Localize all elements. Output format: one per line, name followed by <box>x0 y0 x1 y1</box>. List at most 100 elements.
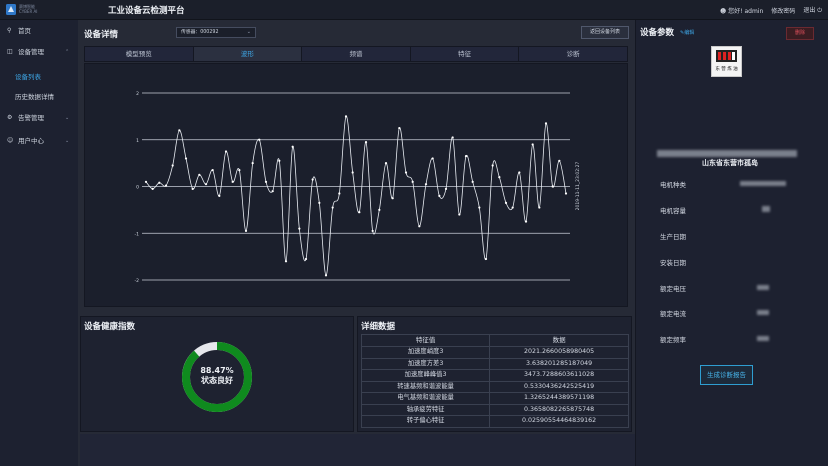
param-label-motor-type: 电机种类 <box>660 181 686 189</box>
redacted-value <box>762 206 770 212</box>
company-logo: 东 营 炼 油 <box>711 46 742 77</box>
sensor-select[interactable]: 传感器：000292 ⌄ <box>176 27 256 38</box>
device-location: 山东省东营市孤岛 <box>702 159 758 167</box>
sidebar-item-alarm-management[interactable]: ⚙ 告警管理 ⌄ <box>0 111 78 125</box>
data-point <box>371 229 374 233</box>
table-row: 加速度峰峰值3 3473.7288603611028 <box>360 369 629 382</box>
data-point <box>431 157 434 160</box>
detail-tabs: 模型预览 波形 频谱 特征 诊断 <box>84 46 628 62</box>
data-point <box>251 162 254 165</box>
data-point <box>558 159 561 162</box>
change-password-link[interactable]: 修改密码 <box>771 7 796 15</box>
back-to-device-list-button[interactable]: 返回设备列表 <box>581 26 629 39</box>
data-point <box>318 201 321 204</box>
sidebar-item-user-center[interactable]: ☺ 用户中心 ⌄ <box>0 134 78 148</box>
data-point <box>258 138 261 141</box>
data-point <box>184 157 188 160</box>
location-pin-icon: ⚲ <box>7 27 12 34</box>
redacted-value <box>740 181 786 186</box>
data-point <box>331 206 334 209</box>
top-bar: 赛博智能 CYBER AI 工业设备云检测平台 ☻ 您好! admin 修改密码… <box>0 0 828 20</box>
sidebar-item-device-list[interactable]: 设备列表 <box>15 73 41 81</box>
data-point <box>378 208 381 211</box>
generate-report-button[interactable]: 生成诊断报告 <box>700 365 753 385</box>
edit-params-link[interactable]: ✎编辑 <box>680 30 695 36</box>
data-point <box>484 257 488 261</box>
waveform-chart: 2 1 0 -1 -2 2019-11-11_23:02:27 <box>135 91 582 284</box>
tab-diagnosis[interactable]: 诊断 <box>566 50 580 58</box>
data-point <box>478 206 481 209</box>
bottom-panel <box>80 434 635 466</box>
data-point <box>271 190 274 193</box>
tab-features[interactable]: 特征 <box>411 47 520 61</box>
param-label-rated-current: 额定电流 <box>660 310 686 318</box>
data-point <box>164 184 168 187</box>
data-point <box>444 187 448 190</box>
table-header-row: 特征值 数据 <box>360 334 629 347</box>
brand-logo-icon <box>6 4 16 15</box>
data-point <box>451 136 454 139</box>
health-percent: 88.47% <box>200 366 234 375</box>
table-row: 加速度方差3 3.638201285187049 <box>360 357 629 370</box>
data-point <box>411 180 414 183</box>
device-detail-title: 设备详情 <box>84 30 119 40</box>
data-point <box>458 213 461 216</box>
data-point <box>471 180 474 183</box>
y-tick-label: -1 <box>135 231 140 237</box>
sidebar-item-home[interactable]: ⚲ 首页 <box>0 24 78 38</box>
sidebar: ⚲ 首页 ◫ 设备管理 ⌃ 设备列表 历史数据详情 ⚙ 告警管理 ⌄ ☺ 用户中… <box>0 20 78 466</box>
data-point <box>524 220 528 223</box>
data-point <box>204 183 208 186</box>
chevron-down-icon: ⌄ <box>65 115 70 121</box>
data-point <box>418 225 421 228</box>
y-tick-label: -2 <box>135 278 140 284</box>
table-row: 转速基频和谐波能量 0.5330436242525419 <box>360 380 629 393</box>
data-point <box>304 257 308 261</box>
tab-waveform[interactable]: 波形 <box>193 47 303 61</box>
sidebar-item-device-management[interactable]: ◫ 设备管理 ⌃ <box>0 45 78 59</box>
edit-icon: ✎ <box>680 30 685 36</box>
data-point <box>311 178 314 181</box>
health-status: 状态良好 <box>201 376 233 385</box>
logout-link[interactable]: 退出 ⏻ <box>803 7 822 14</box>
delete-button[interactable]: 删除 <box>786 27 814 40</box>
y-tick-label: 1 <box>136 138 139 144</box>
data-point <box>498 176 501 179</box>
data-point <box>391 197 394 200</box>
data-point <box>551 185 554 188</box>
param-label-production-date: 生产日期 <box>660 233 686 241</box>
param-label-rated-frequency: 额定频率 <box>660 336 686 344</box>
app-title: 工业设备云检测平台 <box>108 6 185 16</box>
detail-data-title: 详细数据 <box>361 322 396 332</box>
gauge-fill <box>182 342 252 412</box>
data-point <box>351 171 354 174</box>
param-label-motor-capacity: 电机容量 <box>660 207 686 215</box>
data-point <box>191 187 194 190</box>
data-point <box>564 192 568 195</box>
data-point <box>238 169 241 172</box>
redacted-value <box>757 336 769 341</box>
health-panel <box>80 316 354 432</box>
data-point <box>211 169 214 172</box>
sidebar-item-history[interactable]: 历史数据详情 <box>15 93 54 101</box>
data-point <box>518 171 521 174</box>
power-icon: ⏻ <box>817 7 822 14</box>
data-point <box>144 180 148 183</box>
table-row: 轴承疲劳特征 0.3658082265875748 <box>360 403 629 416</box>
chevron-up-icon: ⌃ <box>65 49 70 55</box>
scrollbar[interactable] <box>819 20 828 466</box>
data-point <box>171 164 174 167</box>
y-tick-label: 0 <box>136 185 139 191</box>
tab-spectrum[interactable]: 频谱 <box>302 47 411 61</box>
data-point <box>218 194 221 197</box>
data-point <box>264 180 268 183</box>
tab-model-preview[interactable]: 模型预览 <box>85 47 194 61</box>
user-greeting[interactable]: ☻ 您好! admin <box>719 7 764 15</box>
table-row: 电气基频和谐波能量 1.3265244389571198 <box>360 392 629 405</box>
redacted-text <box>657 150 797 157</box>
data-point <box>291 145 294 148</box>
column-header-feature: 特征值 <box>360 334 491 347</box>
chevron-down-icon: ⌄ <box>65 138 70 144</box>
data-point <box>544 122 548 125</box>
brand-name: 赛博智能 CYBER AI <box>19 4 38 14</box>
